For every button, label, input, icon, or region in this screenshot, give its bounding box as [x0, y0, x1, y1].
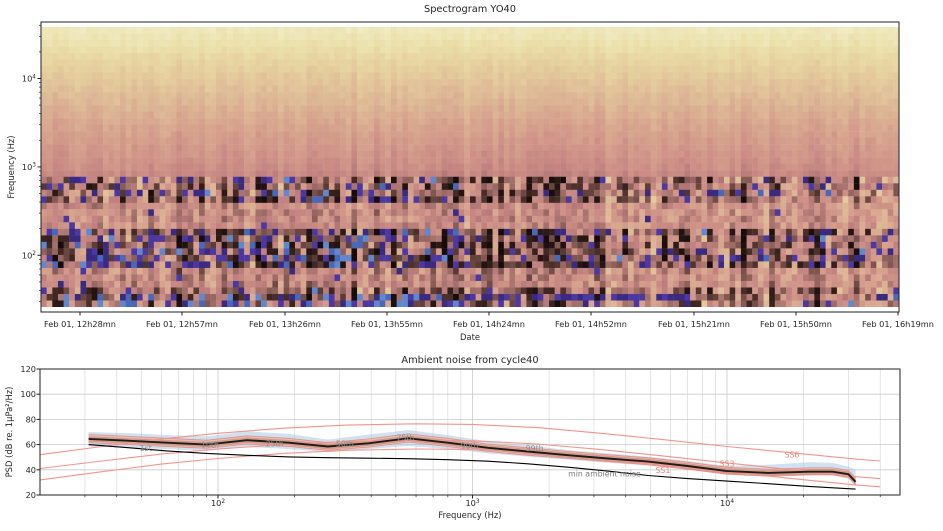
x-tick-label: 104 — [720, 498, 734, 508]
x-tick-label: Feb 01, 12h28mn — [44, 319, 116, 329]
annotation-75th: 75th — [396, 434, 414, 443]
x-tick-label: 103 — [465, 498, 479, 508]
annotation-25th: 25th — [266, 439, 284, 448]
band-edge — [88, 433, 856, 479]
band-edge — [88, 441, 856, 486]
x-tick-label: Feb 01, 16h19mn — [862, 319, 934, 329]
annotation-SS6: SS6 — [785, 450, 800, 459]
annotation-99th: 99th — [526, 444, 544, 453]
x-tick-label: Feb 01, 14h52mn — [555, 319, 627, 329]
y-tick-label: 20 — [26, 490, 36, 500]
x-tick-label: Feb 01, 15h21mn — [658, 319, 730, 329]
y-tick-label: 102 — [22, 250, 36, 260]
noise-plot-border — [39, 368, 901, 496]
spectrogram-image — [41, 27, 899, 307]
spectrogram-title: Spectrogram YO40 — [423, 4, 517, 15]
y-tick-label: 104 — [22, 74, 36, 84]
annotation-50th: 50th — [336, 439, 354, 448]
annotation-min-ambient-noise: min ambient noise — [568, 469, 641, 478]
y-tick-label: 103 — [22, 162, 36, 172]
x-tick-label: Feb 01, 13h26mn — [249, 319, 321, 329]
noise-chart-title: Ambient noise from cycle40 — [401, 355, 539, 366]
series-SS6 — [40, 423, 881, 462]
y-tick-label: 100 — [20, 389, 36, 399]
x-tick-label: 102 — [211, 498, 225, 508]
annotation-1st: 1st — [140, 444, 152, 453]
band-edge — [88, 440, 856, 485]
x-tick-label: Feb 01, 15h50mn — [760, 319, 832, 329]
x-tick-label: Feb 01, 14h24mn — [453, 319, 525, 329]
y-tick-label: 60 — [26, 440, 36, 450]
spectrogram-xlabel: Date — [459, 332, 481, 342]
y-tick-label: 40 — [26, 465, 36, 475]
spectrogram-plot-border — [40, 21, 900, 313]
annotation-SS1: SS1 — [655, 466, 670, 475]
series-SS1 — [40, 448, 881, 488]
series-50th-percentile — [88, 437, 857, 483]
x-tick-label: Feb 01, 13h55mn — [351, 319, 423, 329]
x-tick-label: Feb 01, 12h57mn — [146, 319, 218, 329]
y-tick-label: 80 — [26, 414, 36, 424]
series-SS3 — [40, 439, 881, 480]
noise-chart-xlabel: Frequency (Hz) — [438, 510, 502, 520]
annotation-10th: 10th — [201, 441, 219, 450]
y-tick-label: 120 — [20, 364, 36, 374]
annotation-SS3: SS3 — [720, 460, 735, 469]
band-edge — [88, 435, 856, 480]
series-min-ambient-noise — [88, 444, 856, 490]
annotation-90th: 90th — [461, 441, 479, 450]
